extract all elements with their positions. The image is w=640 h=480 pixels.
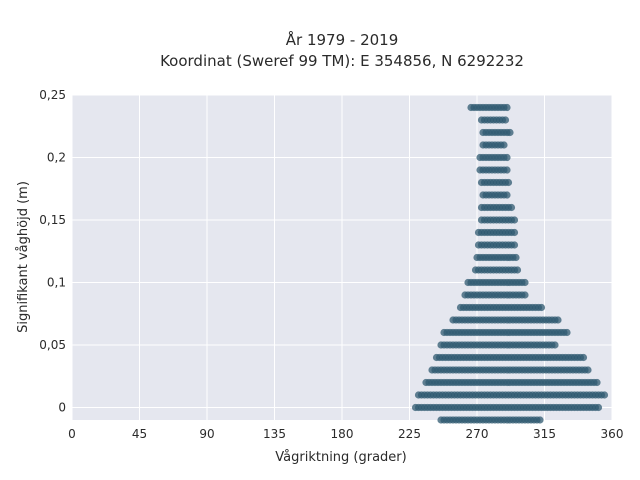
x-tick-label: 0 xyxy=(68,427,76,441)
point-row xyxy=(479,128,514,137)
x-tick-label: 90 xyxy=(199,427,214,441)
chart-title-line-1: År 1979 - 2019 xyxy=(286,30,399,49)
point-row xyxy=(437,341,559,349)
point-row xyxy=(449,316,562,324)
y-tick-label: 0,2 xyxy=(47,151,66,165)
data-point xyxy=(537,303,546,312)
x-tick-label: 225 xyxy=(398,427,421,441)
y-tick-label: 0,15 xyxy=(39,213,66,227)
data-point xyxy=(506,128,514,137)
point-row xyxy=(471,266,522,274)
point-row xyxy=(440,328,571,337)
point-row xyxy=(473,253,520,262)
data-point xyxy=(507,203,516,212)
point-row xyxy=(476,153,511,162)
point-row xyxy=(479,141,508,149)
point-row xyxy=(437,416,544,424)
point-row xyxy=(414,391,609,399)
x-tick-label: 45 xyxy=(132,427,147,441)
point-row xyxy=(477,203,516,212)
x-tick-label: 360 xyxy=(601,427,624,441)
data-point xyxy=(593,378,601,387)
data-point xyxy=(500,141,508,149)
point-row xyxy=(477,178,513,187)
x-tick-label: 270 xyxy=(466,427,489,441)
data-point xyxy=(521,291,529,299)
point-row xyxy=(461,291,529,299)
data-point xyxy=(503,166,511,174)
scatter-points xyxy=(411,103,609,424)
point-row xyxy=(464,278,529,287)
point-row xyxy=(479,191,511,199)
point-row xyxy=(467,103,511,112)
data-point xyxy=(521,278,529,287)
point-row xyxy=(477,116,510,124)
x-axis-ticks: 0 45 90 135 180 225 270 315 360 xyxy=(68,427,623,441)
data-point xyxy=(503,153,511,162)
data-point xyxy=(513,266,522,274)
data-point xyxy=(503,103,511,112)
y-axis-ticks: 0 0,05 0,1 0,15 0,2 0,25 xyxy=(39,88,66,415)
x-tick-label: 135 xyxy=(263,427,286,441)
data-point xyxy=(551,341,559,349)
y-axis-label: Signifikant våghöjd (m) xyxy=(16,181,31,333)
data-point xyxy=(536,416,544,424)
data-point xyxy=(510,228,519,237)
data-point xyxy=(584,366,592,374)
x-axis-label: Vågriktning (grader) xyxy=(275,450,406,465)
point-row xyxy=(422,378,601,387)
point-row xyxy=(456,303,546,312)
data-point xyxy=(594,403,603,412)
x-tick-label: 315 xyxy=(533,427,556,441)
point-row xyxy=(476,166,511,174)
point-row xyxy=(474,228,519,237)
point-row xyxy=(428,366,592,374)
point-row xyxy=(411,403,603,412)
data-point xyxy=(563,328,571,337)
data-point xyxy=(501,116,510,124)
data-point xyxy=(504,178,513,187)
data-point xyxy=(510,241,519,249)
data-point xyxy=(512,253,520,262)
x-tick-label: 180 xyxy=(331,427,354,441)
y-tick-label: 0,05 xyxy=(39,338,66,352)
data-point xyxy=(600,391,609,399)
point-row xyxy=(432,353,588,362)
data-point xyxy=(554,316,562,324)
y-tick-label: 0,1 xyxy=(47,276,66,290)
data-point xyxy=(503,191,511,199)
data-point xyxy=(510,216,519,224)
y-tick-label: 0,25 xyxy=(39,88,66,102)
data-point xyxy=(579,353,588,362)
y-tick-label: 0 xyxy=(58,401,66,415)
point-row xyxy=(474,241,519,249)
point-row xyxy=(477,216,519,224)
chart-title-line-2: Koordinat (Sweref 99 TM): E 354856, N 62… xyxy=(160,52,524,70)
